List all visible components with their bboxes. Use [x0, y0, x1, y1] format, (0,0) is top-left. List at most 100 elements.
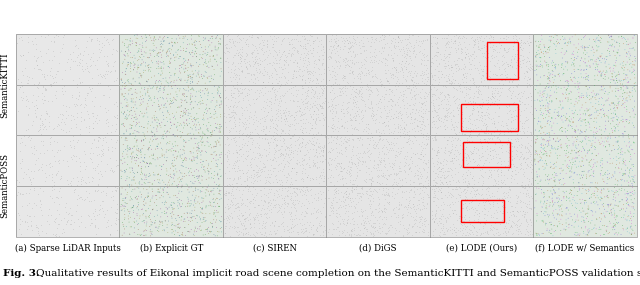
Point — [131, 196, 141, 200]
Point — [600, 170, 611, 175]
Point — [200, 51, 210, 56]
Point — [353, 154, 364, 159]
Point — [42, 111, 52, 115]
Point — [130, 158, 140, 163]
Point — [372, 92, 383, 97]
Point — [566, 174, 576, 178]
Point — [264, 175, 275, 179]
Point — [592, 108, 602, 113]
Point — [417, 121, 427, 126]
Point — [369, 232, 379, 237]
Point — [503, 168, 513, 172]
Point — [161, 150, 172, 154]
Point — [531, 137, 541, 142]
Point — [186, 179, 196, 184]
Point — [358, 220, 369, 225]
Point — [284, 152, 294, 157]
Point — [150, 117, 160, 122]
Point — [167, 207, 177, 211]
Point — [429, 179, 440, 184]
Point — [368, 114, 378, 118]
Point — [495, 169, 506, 174]
Point — [395, 218, 405, 223]
Point — [401, 123, 412, 127]
Point — [190, 119, 200, 123]
Point — [577, 159, 588, 164]
Point — [477, 109, 487, 114]
Point — [441, 180, 451, 184]
Point — [538, 211, 548, 216]
Point — [86, 38, 96, 43]
Point — [584, 97, 595, 102]
Point — [353, 200, 363, 205]
Point — [360, 101, 371, 106]
Point — [67, 134, 77, 139]
Point — [408, 185, 419, 190]
Point — [261, 49, 271, 53]
Point — [513, 91, 524, 96]
Point — [614, 187, 624, 192]
Point — [225, 104, 236, 109]
Point — [480, 101, 490, 106]
Point — [462, 138, 472, 142]
Point — [454, 130, 465, 134]
Point — [352, 156, 362, 161]
Point — [257, 166, 268, 171]
Point — [308, 73, 318, 77]
Point — [310, 153, 320, 158]
Point — [548, 116, 558, 120]
Point — [590, 145, 600, 150]
Bar — [16, 85, 120, 135]
Point — [285, 211, 296, 215]
Point — [516, 163, 527, 167]
Point — [176, 100, 186, 105]
Point — [228, 40, 238, 45]
Point — [141, 64, 151, 68]
Point — [580, 212, 591, 216]
Point — [43, 33, 53, 38]
Point — [472, 105, 482, 109]
Point — [152, 125, 163, 129]
Point — [468, 38, 479, 43]
Point — [468, 50, 479, 54]
Point — [40, 175, 51, 179]
Point — [556, 198, 566, 203]
Point — [477, 144, 488, 148]
Point — [148, 207, 158, 211]
Point — [190, 49, 200, 54]
Point — [134, 180, 145, 184]
Point — [141, 222, 152, 226]
Point — [353, 231, 364, 236]
Point — [362, 219, 372, 224]
Point — [192, 174, 202, 178]
Point — [627, 218, 637, 223]
Point — [296, 128, 307, 133]
Point — [347, 43, 357, 47]
Point — [431, 152, 442, 157]
Point — [371, 75, 381, 79]
Point — [486, 117, 496, 121]
Point — [188, 119, 198, 124]
Point — [464, 87, 474, 91]
Point — [246, 136, 256, 141]
Point — [630, 141, 640, 145]
Point — [619, 72, 629, 76]
Point — [363, 166, 373, 170]
Point — [540, 86, 550, 91]
Point — [596, 211, 607, 216]
Point — [513, 137, 524, 141]
Point — [312, 160, 323, 164]
Point — [254, 42, 264, 46]
Point — [33, 225, 44, 230]
Point — [204, 80, 214, 84]
Bar — [120, 186, 223, 237]
Point — [590, 38, 600, 42]
Point — [189, 72, 199, 76]
Point — [278, 129, 288, 133]
Point — [248, 97, 259, 102]
Point — [442, 118, 452, 122]
Point — [73, 179, 83, 184]
Point — [145, 173, 156, 178]
Point — [382, 78, 392, 83]
Point — [583, 108, 593, 112]
